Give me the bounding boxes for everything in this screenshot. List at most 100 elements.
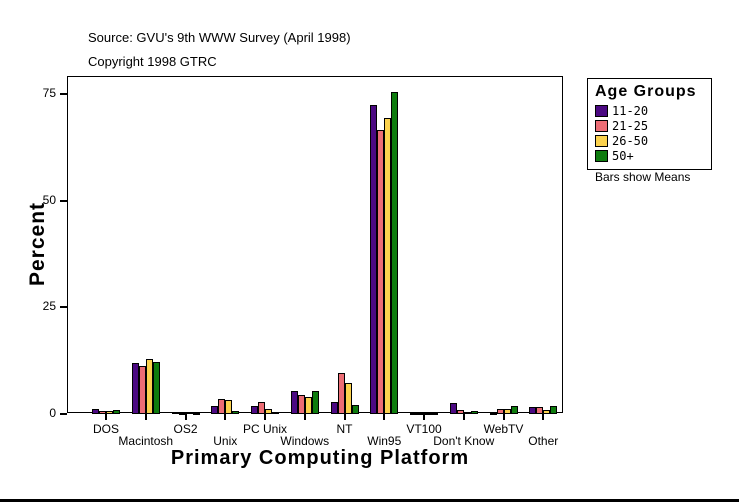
x-axis-tick bbox=[264, 414, 266, 420]
legend: Age Groups 11-20 21-25 26-50 50+ bbox=[587, 78, 712, 170]
bar-macintosh-21-25 bbox=[138, 366, 146, 414]
bar-pc-unix-26-50 bbox=[265, 409, 272, 414]
bar-windows-26-50 bbox=[304, 397, 312, 414]
bar-webtv-50+ bbox=[510, 406, 518, 414]
bar-don-t-know-21-25 bbox=[456, 410, 464, 414]
bar-macintosh-11-20 bbox=[131, 363, 139, 414]
bar-macintosh-26-50 bbox=[145, 359, 153, 414]
x-axis-category-label: PC Unix bbox=[242, 422, 288, 436]
x-axis-category-label: Unix bbox=[213, 434, 238, 448]
bar-vt100-50+ bbox=[431, 413, 438, 415]
x-axis-category-label: OS2 bbox=[173, 422, 198, 436]
legend-note: Bars show Means bbox=[595, 170, 691, 184]
x-axis-tick bbox=[144, 414, 147, 420]
x-axis-tick bbox=[343, 414, 346, 420]
x-axis-tick bbox=[383, 414, 386, 420]
bar-pc-unix-11-20 bbox=[251, 406, 258, 414]
copyright-text: Copyright 1998 GTRC bbox=[88, 54, 217, 69]
bar-os2-26-50 bbox=[185, 412, 193, 414]
plot-area: 0 25 50 75 DOS Macintosh OS2 Unix PC Unix Windows… bbox=[43, 76, 563, 448]
legend-item-label: 21-25 bbox=[612, 118, 649, 133]
x-axis-tick bbox=[462, 414, 465, 420]
y-axis-tick-label: 25 bbox=[42, 299, 56, 314]
bar-don-t-know-26-50 bbox=[463, 412, 471, 414]
x-axis-category-label: Other bbox=[528, 434, 559, 448]
bottom-rule bbox=[0, 499, 739, 502]
legend-item: 50+ bbox=[595, 148, 705, 163]
legend-item: 26-50 bbox=[595, 133, 705, 148]
legend-title: Age Groups bbox=[595, 83, 697, 100]
legend-item-label: 26-50 bbox=[612, 133, 649, 148]
bar-win95-26-50 bbox=[384, 118, 392, 414]
y-axis-tick bbox=[60, 93, 67, 96]
bar-windows-11-20 bbox=[290, 391, 298, 414]
legend-swatch-icon bbox=[595, 104, 608, 117]
bar-don-t-know-50+ bbox=[470, 411, 478, 414]
bar-vt100-26-50 bbox=[424, 413, 431, 415]
x-axis-category-label: NT bbox=[336, 422, 353, 436]
bar-other-26-50 bbox=[543, 410, 551, 414]
bar-don-t-know-11-20 bbox=[449, 403, 457, 414]
x-axis-category-label: Macintosh bbox=[118, 434, 174, 448]
x-axis-tick bbox=[224, 414, 227, 420]
y-axis-title: Percent bbox=[26, 201, 49, 287]
x-axis-tick bbox=[105, 414, 107, 420]
legend-swatch-icon bbox=[595, 119, 608, 132]
legend-item-label: 50+ bbox=[612, 148, 634, 163]
bar-os2-21-25 bbox=[178, 413, 186, 415]
legend-item: 11-20 bbox=[595, 103, 705, 118]
x-axis-tick bbox=[542, 414, 545, 420]
bar-webtv-21-25 bbox=[496, 409, 504, 414]
x-axis-category-label: VT100 bbox=[406, 422, 442, 436]
x-axis-category-label: WebTV bbox=[483, 422, 524, 436]
bar-win95-21-25 bbox=[377, 130, 385, 414]
source-text: Source: GVU's 9th WWW Survey (April 1998… bbox=[88, 30, 351, 45]
bar-other-50+ bbox=[550, 406, 558, 414]
bar-webtv-26-50 bbox=[503, 409, 511, 414]
legend-item-label: 11-20 bbox=[612, 103, 649, 118]
bar-os2-50+ bbox=[192, 413, 200, 415]
y-axis-tick bbox=[60, 199, 67, 202]
bar-unix-11-20 bbox=[211, 406, 219, 414]
bar-dos-21-25 bbox=[99, 411, 106, 414]
x-axis-tick bbox=[184, 414, 187, 420]
bar-dos-50+ bbox=[113, 410, 120, 414]
bar-nt-21-25 bbox=[337, 373, 345, 414]
bar-windows-50+ bbox=[311, 391, 319, 414]
y-axis-tick bbox=[60, 413, 67, 415]
legend-swatch-icon bbox=[595, 149, 608, 162]
bar-win95-11-20 bbox=[370, 105, 378, 414]
bar-win95-50+ bbox=[391, 92, 399, 414]
x-axis-category-label: Don't Know bbox=[433, 434, 495, 448]
bar-unix-21-25 bbox=[218, 399, 226, 414]
bar-macintosh-50+ bbox=[152, 362, 160, 414]
x-axis-tick bbox=[423, 414, 425, 420]
legend-items: 11-20 21-25 26-50 50+ bbox=[595, 103, 705, 163]
legend-swatch-icon bbox=[595, 134, 608, 147]
bar-vt100-21-25 bbox=[417, 413, 424, 415]
y-axis-tick bbox=[60, 306, 67, 309]
x-axis-tick bbox=[502, 414, 505, 420]
y-axis-tick-label: 0 bbox=[49, 406, 56, 420]
y-axis-tick-label: 50 bbox=[42, 192, 56, 207]
bar-nt-11-20 bbox=[330, 402, 338, 414]
x-axis-tick bbox=[303, 414, 306, 420]
y-axis-tick-label: 75 bbox=[42, 86, 56, 101]
bar-other-21-25 bbox=[536, 407, 544, 414]
bar-other-11-20 bbox=[529, 407, 537, 414]
bar-pc-unix-21-25 bbox=[258, 402, 265, 414]
bar-windows-21-25 bbox=[297, 395, 305, 414]
bar-vt100-11-20 bbox=[410, 413, 417, 415]
bar-nt-26-50 bbox=[344, 383, 352, 414]
bar-dos-11-20 bbox=[92, 409, 99, 414]
bar-pc-unix-50+ bbox=[272, 412, 279, 414]
bar-dos-26-50 bbox=[106, 411, 113, 414]
x-axis-category-label: DOS bbox=[92, 422, 120, 436]
bar-nt-50+ bbox=[351, 405, 359, 414]
legend-item: 21-25 bbox=[595, 118, 705, 133]
x-axis-category-label: Win95 bbox=[367, 434, 402, 448]
x-axis-title: Primary Computing Platform bbox=[170, 447, 470, 469]
bar-unix-26-50 bbox=[225, 400, 233, 414]
bar-unix-50+ bbox=[232, 411, 240, 414]
